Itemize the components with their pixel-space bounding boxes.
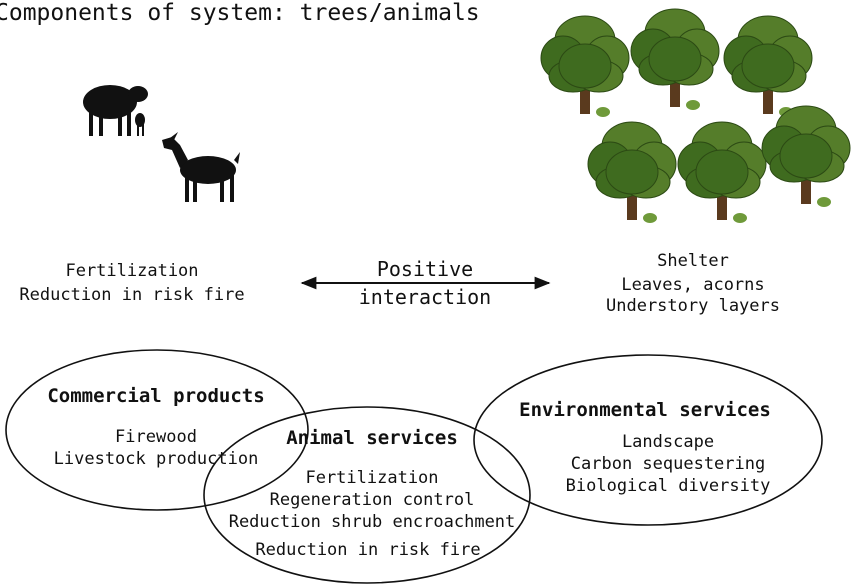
tree-part: [801, 172, 811, 204]
service-title: Animal services: [286, 427, 458, 449]
service-item: Biological diversity: [566, 476, 771, 496]
service-item: Firewood: [115, 427, 197, 447]
service-item: Reduction shrub encroachment: [229, 512, 516, 532]
service-item: Regeneration control: [270, 490, 475, 510]
tree-part: [605, 149, 659, 195]
goat-icon: [162, 132, 240, 202]
tree-part: [817, 197, 831, 207]
tree-part: [695, 149, 749, 195]
tree-benefit: Leaves, acorns: [621, 275, 764, 295]
tree-benefit: Shelter: [657, 251, 729, 271]
service-item: Landscape: [622, 432, 714, 452]
service-item: Livestock production: [54, 449, 259, 469]
tree-part: [627, 188, 637, 220]
relation-label: interaction: [359, 285, 491, 309]
tree-part: [779, 133, 833, 179]
title: Components of system: trees/animals: [0, 0, 480, 26]
tree-part: [643, 213, 657, 223]
tree-part: [763, 82, 773, 114]
service-item: Carbon sequestering: [571, 454, 765, 474]
tree-part: [741, 43, 795, 89]
service-title: Environmental services: [519, 399, 771, 421]
animal-benefit: Reduction in risk fire: [19, 285, 244, 305]
tree-part: [686, 100, 700, 110]
service-item: Reduction in risk fire: [255, 540, 480, 560]
environment-circle: [473, 354, 823, 526]
tree-part: [717, 188, 727, 220]
tree-part: [648, 36, 702, 82]
tree-part: [733, 213, 747, 223]
sheep-icon: [83, 85, 148, 136]
animal-benefit: Fertilization: [65, 261, 198, 281]
tree-part: [558, 43, 612, 89]
tree-part: [596, 107, 610, 117]
service-title: Commercial products: [47, 385, 264, 407]
tree-part: [670, 75, 680, 107]
tree-benefit: Understory layers: [606, 296, 780, 316]
trees-icon: [540, 8, 851, 223]
service-item: Fertilization: [305, 468, 438, 488]
commercial-circle: [5, 349, 309, 511]
animal-circle: [203, 406, 531, 584]
relation-label: Positive: [377, 257, 473, 281]
tree-part: [580, 82, 590, 114]
